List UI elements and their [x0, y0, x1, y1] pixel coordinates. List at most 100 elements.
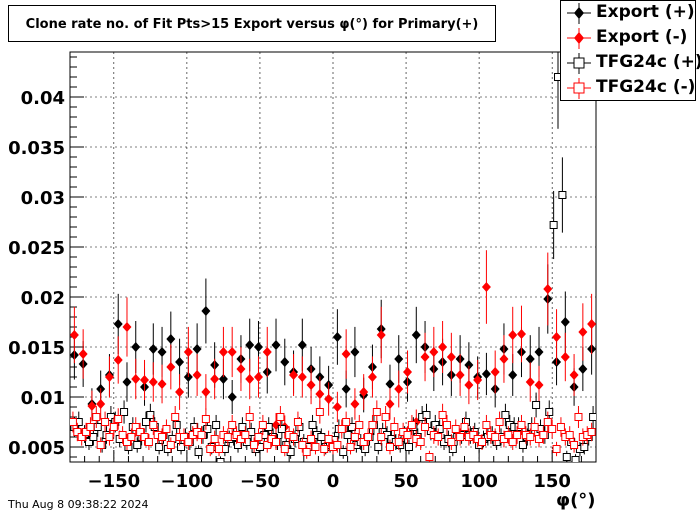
data-point: [530, 423, 539, 431]
data-point: [578, 327, 588, 337]
data-point: [131, 342, 141, 352]
data-point: [376, 330, 386, 340]
data-point: [157, 379, 167, 389]
data-point: [86, 423, 95, 431]
data-point: [280, 445, 289, 453]
data-point: [218, 374, 228, 384]
data-point: [355, 421, 364, 429]
data-point: [339, 448, 348, 456]
series-3: [70, 400, 596, 462]
data-point: [227, 392, 237, 402]
data-point: [280, 357, 290, 367]
y-tick-label: 0.025: [8, 238, 65, 259]
data-point: [539, 431, 548, 439]
data-point: [192, 370, 202, 380]
legend-label-tfg-plus: TFG24c (+): [596, 52, 700, 72]
data-point: [203, 425, 212, 433]
x-tick-label: −50: [240, 471, 280, 492]
data-point: [131, 423, 140, 431]
data-point: [105, 433, 114, 441]
data-point: [212, 421, 221, 429]
data-point: [578, 364, 588, 374]
data-point: [263, 441, 272, 449]
data-point: [333, 441, 342, 449]
data-point: [491, 433, 500, 441]
data-point: [315, 389, 325, 399]
data-point: [532, 401, 541, 409]
data-point: [223, 433, 232, 441]
legend-marker-export-minus: [567, 28, 591, 49]
x-tick-label: 0: [327, 471, 340, 492]
data-point: [490, 367, 500, 377]
data-point: [560, 317, 570, 327]
data-point: [558, 191, 567, 199]
data-point: [438, 342, 448, 352]
data-point: [302, 448, 311, 456]
data-point: [192, 344, 202, 354]
data-point: [183, 347, 193, 357]
data-point: [560, 352, 570, 362]
data-point: [473, 375, 483, 385]
data-point: [141, 418, 150, 426]
data-point: [543, 418, 552, 426]
data-point: [495, 418, 504, 426]
legend-label-export-plus: Export (+): [596, 2, 695, 22]
data-point: [407, 421, 416, 429]
data-point: [172, 421, 181, 429]
data-point: [589, 413, 596, 421]
data-point: [245, 374, 255, 384]
data-point: [201, 306, 211, 316]
data-point: [359, 438, 368, 446]
data-point: [385, 443, 394, 451]
data-point: [210, 435, 219, 443]
data-point: [104, 372, 114, 382]
data-point: [377, 433, 386, 441]
data-point: [350, 399, 360, 409]
data-point: [157, 347, 167, 357]
data-point: [447, 438, 456, 446]
data-point: [448, 445, 457, 453]
data-point: [194, 448, 203, 456]
data-point: [385, 399, 395, 409]
data-point: [250, 441, 259, 449]
data-point: [504, 431, 513, 439]
data-point: [120, 408, 129, 416]
legend-label-tfg-minus: TFG24c (-): [596, 77, 696, 97]
data-point: [549, 221, 558, 229]
legend-marker-tfg-plus: [567, 53, 591, 74]
data-point: [534, 380, 544, 390]
data-point: [307, 435, 316, 443]
data-point: [346, 443, 355, 451]
legend-marker-tfg-minus: [567, 78, 591, 99]
data-point: [127, 433, 136, 441]
data-point: [499, 354, 509, 364]
data-point: [122, 438, 131, 446]
data-point: [114, 415, 123, 423]
data-point: [113, 355, 123, 365]
data-point: [113, 319, 123, 329]
data-point: [416, 438, 425, 446]
data-point: [70, 330, 79, 340]
data-point: [422, 411, 431, 419]
data-point: [297, 372, 307, 382]
data-point: [162, 425, 171, 433]
chart-title-box: Clone rate no. of Fit Pts>15 Export vers…: [8, 5, 496, 42]
data-point: [201, 415, 210, 423]
data-point: [228, 421, 237, 429]
data-point: [122, 377, 132, 387]
data-point: [513, 431, 522, 439]
data-point: [385, 379, 395, 389]
data-point: [456, 433, 465, 441]
data-point: [455, 370, 465, 380]
data-point: [320, 445, 329, 453]
data-point: [133, 441, 142, 449]
data-point: [518, 441, 527, 449]
data-point: [93, 423, 102, 431]
x-axis-title: φ(°): [556, 490, 596, 511]
data-point: [372, 408, 381, 416]
data-point: [394, 354, 404, 364]
data-point: [341, 384, 351, 394]
y-tick-label: 0.015: [8, 338, 65, 359]
data-point: [70, 418, 77, 426]
legend-entry-export-minus: Export (-): [561, 26, 697, 51]
